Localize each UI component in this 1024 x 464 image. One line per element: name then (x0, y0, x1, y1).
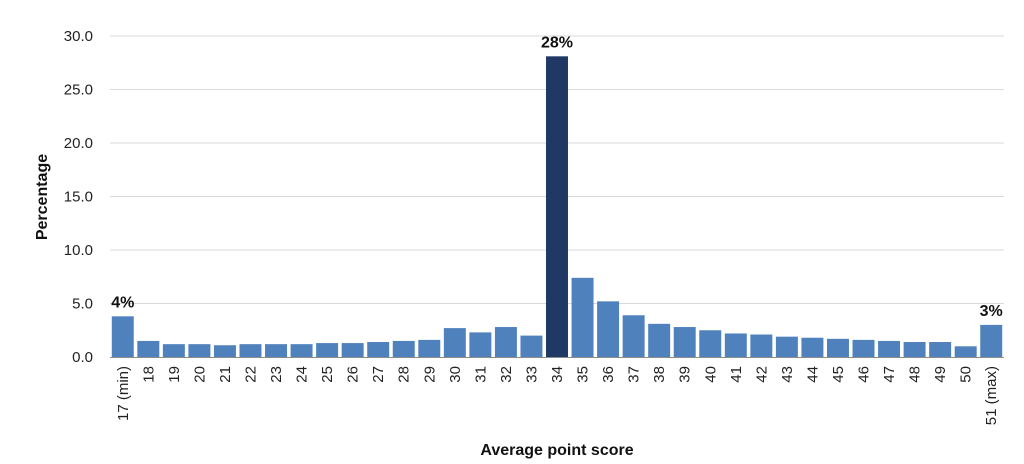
bar (571, 277, 594, 357)
bar (316, 343, 339, 357)
x-tick-label: 38 (651, 366, 668, 383)
bar (622, 315, 645, 357)
bar (826, 338, 849, 357)
y-tick-label: 25.0 (64, 82, 93, 99)
x-tick-label: 44 (804, 366, 821, 383)
x-tick-label: 48 (907, 366, 924, 383)
data-label: 28% (541, 34, 573, 51)
data-label: 3% (980, 303, 1003, 320)
bar (520, 335, 543, 357)
x-tick-label: 31 (472, 366, 489, 383)
x-tick-label: 34 (549, 366, 566, 383)
bar (546, 56, 568, 358)
bar (341, 343, 364, 357)
y-tick-label: 15.0 (64, 189, 93, 206)
bar (392, 340, 415, 357)
x-tick-label: 46 (856, 366, 873, 383)
x-tick-label: 17 (min) (115, 366, 132, 421)
x-tick-label: 50 (958, 366, 975, 383)
bar (903, 342, 926, 357)
x-tick-label: 36 (600, 366, 617, 383)
x-tick-label: 24 (294, 366, 311, 383)
x-tick-label: 19 (166, 366, 183, 383)
bar (954, 346, 977, 357)
y-tick-label: 0.0 (72, 349, 93, 366)
y-axis-ticks: 0.0 5.0 10.0 15.0 20.0 25.0 30.0 (64, 28, 93, 366)
bar (188, 344, 211, 357)
x-tick-label: 29 (421, 366, 438, 383)
bar (494, 327, 517, 357)
bars (111, 56, 1003, 358)
x-tick-label: 30 (447, 366, 464, 383)
y-tick-label: 30.0 (64, 28, 93, 45)
bar (775, 336, 798, 357)
bar (801, 337, 824, 357)
x-tick-label: 32 (498, 366, 515, 383)
bar (443, 328, 466, 357)
bar (878, 340, 901, 357)
bar (239, 344, 262, 357)
bar (699, 330, 722, 357)
x-tick-label: 45 (830, 366, 847, 383)
bar (469, 332, 492, 357)
x-tick-label: 37 (626, 366, 643, 383)
bar (367, 342, 390, 357)
x-tick-label: 40 (702, 366, 719, 383)
bar (597, 301, 620, 357)
y-axis-title: Percentage (34, 154, 51, 240)
x-tick-label: 25 (319, 366, 336, 383)
x-tick-label: 43 (779, 366, 796, 383)
y-tick-label: 20.0 (64, 135, 93, 152)
data-label: 4% (111, 294, 134, 311)
x-tick-label: 22 (242, 366, 259, 383)
bar (724, 333, 747, 357)
y-tick-label: 5.0 (72, 296, 93, 313)
bar (137, 340, 160, 357)
x-tick-label: 23 (268, 366, 285, 383)
bar (162, 344, 185, 357)
x-tick-label: 39 (677, 366, 694, 383)
y-tick-label: 10.0 (64, 242, 93, 259)
x-tick-label: 35 (575, 366, 592, 383)
bar (852, 339, 875, 357)
x-tick-label: 20 (191, 366, 208, 383)
bar (980, 324, 1003, 357)
x-tick-label: 41 (728, 366, 745, 383)
bar (418, 339, 441, 357)
x-tick-label: 21 (217, 366, 234, 383)
x-tick-label: 49 (932, 366, 949, 383)
bar (648, 323, 671, 357)
x-tick-label: 33 (523, 366, 540, 383)
x-tick-label: 51 (max) (983, 366, 1000, 425)
x-tick-label: 18 (140, 366, 157, 383)
bar (673, 327, 696, 357)
bar (750, 334, 773, 357)
bar (929, 342, 952, 357)
x-tick-label: 47 (881, 366, 898, 383)
x-tick-label: 42 (753, 366, 770, 383)
x-tick-label: 26 (345, 366, 362, 383)
x-axis-title: Average point score (480, 442, 633, 459)
x-tick-label: 27 (370, 366, 387, 383)
bar (213, 345, 236, 357)
bar (111, 316, 134, 357)
data-labels: 4% 28% 3% (111, 34, 1003, 320)
x-axis-ticks: 17 (min) 18 19 20 21 22 23 24 25 26 27 28 29 30 31 32 33… (115, 366, 1000, 425)
x-tick-label: 28 (396, 366, 413, 383)
bar (290, 344, 313, 357)
bar (265, 344, 288, 357)
